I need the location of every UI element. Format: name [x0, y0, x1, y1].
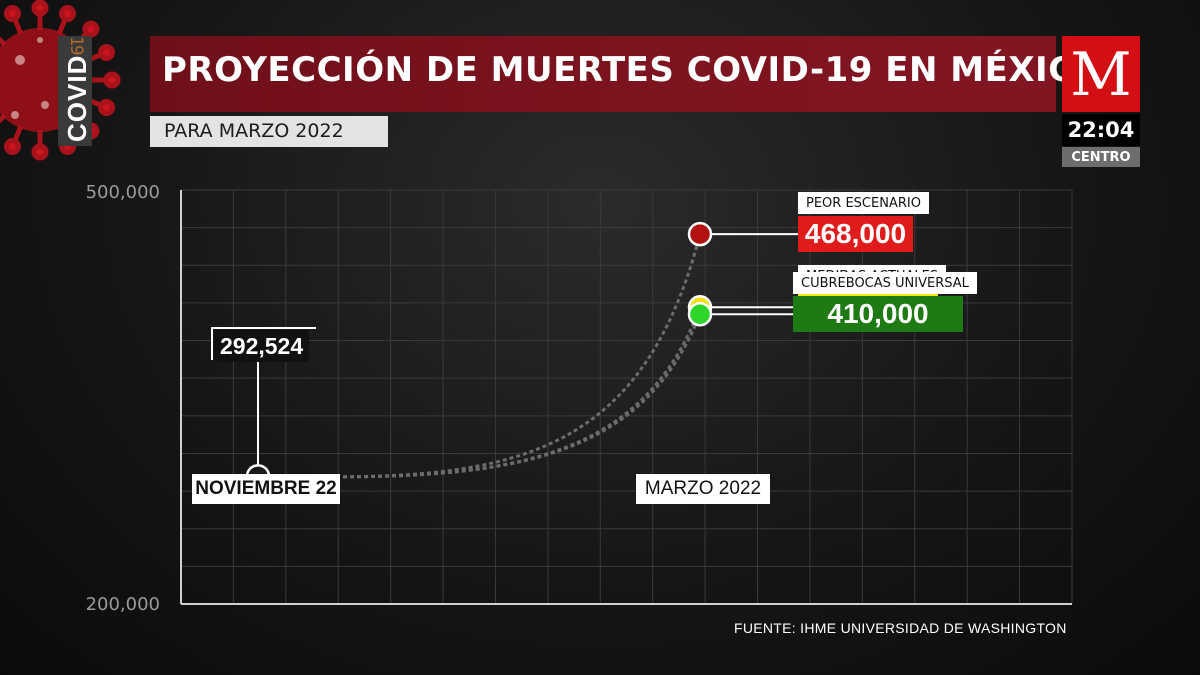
scenario-value-worst: 468,000 [798, 216, 913, 253]
milenio-logo-letter: M [1070, 40, 1132, 110]
covid-badge-number: 19 [66, 36, 86, 54]
milenio-logo: M [1062, 36, 1140, 112]
timezone-box: CENTRO [1062, 147, 1140, 167]
end-date-label: MARZO 2022 [636, 474, 770, 504]
source-note: FUENTE: IHME UNIVERSIDAD DE WASHINGTON [734, 620, 1067, 636]
y-tick-label-max: 500,000 [86, 182, 160, 203]
label-connectors [211, 233, 798, 465]
subtitle-box: PARA MARZO 2022 [150, 116, 388, 147]
projection-curve-worst [279, 233, 702, 479]
timezone-label: CENTRO [1071, 149, 1131, 165]
projection-curves [279, 233, 702, 479]
page-title: PROYECCIÓN DE MUERTES COVID-19 EN MÉXICO [162, 50, 1104, 90]
page-subtitle: PARA MARZO 2022 [164, 120, 344, 142]
projection-curve-current [279, 306, 702, 479]
scenario-value-masks: 410,000 [793, 296, 963, 333]
start-value-bracket [211, 327, 316, 360]
scenario-dot-worst [687, 221, 713, 247]
covid-badge [58, 36, 92, 146]
scenario-name-worst: PEOR ESCENARIO [798, 192, 929, 215]
clock-time: 22:04 [1067, 118, 1135, 142]
start-value-label: 292,524 [214, 330, 310, 362]
projection-dots [245, 221, 713, 489]
scenario-name-masks: CUBREBOCAS UNIVERSAL [793, 272, 977, 295]
clock-box: 22:04 [1062, 114, 1140, 146]
y-tick-label-min: 200,000 [86, 594, 160, 615]
chart-grid [181, 189, 1073, 604]
scenario-dot-masks [687, 301, 713, 327]
title-bar: PROYECCIÓN DE MUERTES COVID-19 EN MÉXICO [150, 36, 1103, 112]
start-date-label: NOVIEMBRE 22 [192, 474, 340, 504]
projection-curve-masks [279, 313, 702, 479]
